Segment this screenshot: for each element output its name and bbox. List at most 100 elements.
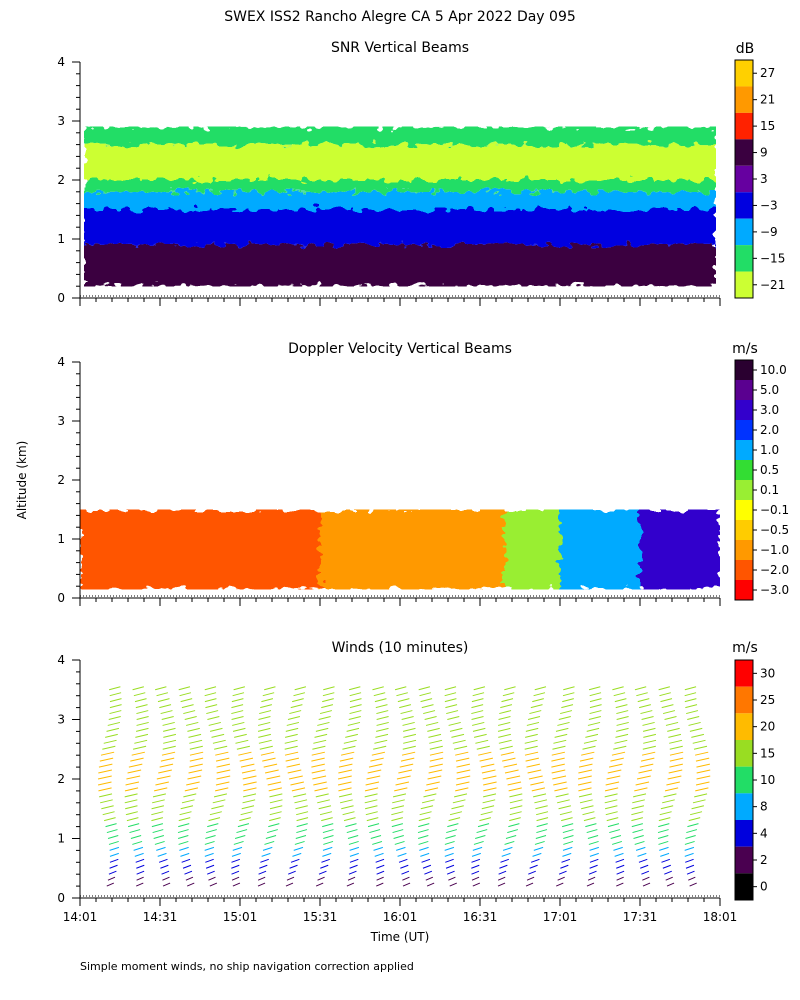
- wind-barb: [106, 727, 120, 732]
- wind-barb: [533, 846, 544, 851]
- wind-barb: [508, 787, 522, 792]
- wind-barb: [688, 721, 701, 726]
- colorbar-swatch: [735, 380, 753, 400]
- x-axis: 14:01 14:31 15:01 15:31 16:01 16:31 17:01 17:31…: [63, 895, 737, 924]
- wind-barb: [525, 882, 534, 887]
- wind-profile: [471, 686, 497, 887]
- snr-layer: [84, 209, 716, 245]
- wind-barb: [400, 757, 415, 762]
- y-tick-label: 2: [57, 772, 65, 786]
- footnote: Simple moment winds, no ship navigation …: [80, 960, 414, 973]
- wind-barb: [532, 698, 544, 703]
- wind-barb: [107, 835, 119, 839]
- wind-barb: [529, 864, 538, 869]
- wind-barb: [534, 799, 548, 804]
- wind-barb: [609, 829, 621, 834]
- wind-barb: [231, 870, 240, 875]
- wind-barb: [641, 870, 650, 875]
- wind-barb: [186, 882, 195, 887]
- wind-barb: [642, 721, 655, 726]
- wind-barb: [126, 817, 139, 822]
- wind-barb: [688, 876, 696, 881]
- wind-barb: [348, 840, 359, 845]
- wind-barb: [311, 769, 326, 774]
- wind-barb: [260, 751, 275, 756]
- colorbar-swatch: [735, 846, 753, 874]
- wind-barb: [291, 787, 306, 792]
- wind-barb: [347, 721, 361, 726]
- wind-barb: [293, 793, 307, 798]
- wind-barb: [347, 876, 356, 881]
- wind-barb: [418, 686, 431, 691]
- wind-barb: [108, 870, 117, 875]
- wind-barb: [375, 733, 389, 738]
- wind-barb: [585, 823, 597, 828]
- wind-barb: [499, 864, 508, 869]
- wind-barb: [215, 751, 229, 756]
- wind-barb: [259, 745, 273, 750]
- wind-barb: [507, 781, 522, 786]
- snr-layer: [84, 144, 716, 180]
- wind-barb: [317, 721, 330, 726]
- wind-barb: [243, 781, 257, 786]
- wind-barb: [109, 698, 122, 703]
- wind-barb: [124, 793, 138, 798]
- wind-barb: [666, 781, 680, 786]
- wind-barb: [296, 829, 308, 834]
- colorbar-label: −9: [760, 225, 778, 239]
- wind-barb: [583, 817, 596, 822]
- wind-barb: [448, 817, 461, 822]
- wind-barb: [367, 823, 380, 828]
- wind-barb: [258, 739, 272, 744]
- wind-barb: [285, 757, 300, 762]
- wind-barb: [376, 721, 389, 726]
- wind-barb: [509, 817, 521, 822]
- wind-barb: [524, 751, 539, 756]
- wind-profile: [97, 686, 122, 887]
- wind-barb: [605, 811, 618, 816]
- wind-barb: [397, 852, 407, 857]
- x-tick-label: 16:01: [383, 910, 418, 924]
- wind-barb: [526, 763, 541, 768]
- colorbar-swatch: [735, 540, 753, 560]
- wind-barb: [456, 763, 471, 768]
- wind-barb: [285, 882, 294, 887]
- wind-barb: [286, 763, 301, 768]
- colorbar-label: −3.0: [760, 583, 789, 597]
- wind-barb: [161, 751, 176, 756]
- wind-barb: [419, 811, 432, 816]
- wind-barb: [500, 751, 515, 756]
- wind-barb: [365, 811, 378, 816]
- wind-barb: [179, 692, 192, 697]
- wind-barb: [473, 733, 487, 738]
- wind-barb: [634, 840, 645, 845]
- wind-barb: [241, 805, 255, 810]
- wind-barb: [265, 835, 277, 839]
- wind-barb: [642, 745, 656, 750]
- wind-barb: [667, 727, 680, 732]
- wind-barb: [472, 721, 485, 726]
- wind-barb: [659, 846, 669, 851]
- wind-barb: [427, 727, 440, 732]
- wind-barb: [349, 704, 362, 709]
- wind-barb: [669, 739, 683, 744]
- wind-barb: [476, 829, 488, 834]
- wind-barb: [536, 829, 548, 834]
- x-tick-label: 16:31: [463, 910, 498, 924]
- wind-barb: [446, 710, 459, 715]
- wind-barb: [661, 704, 674, 709]
- wind-barb: [616, 864, 625, 869]
- colorbar-label: −0.5: [760, 523, 789, 537]
- y-tick-label: 0: [57, 291, 65, 305]
- wind-barb: [616, 870, 625, 875]
- wind-barb: [589, 846, 599, 851]
- colorbar-swatch: [735, 686, 753, 714]
- wind-barb: [669, 745, 683, 750]
- wind-barb: [689, 882, 697, 887]
- wind-barb: [666, 882, 675, 887]
- wind-barb: [319, 811, 333, 816]
- wind-barb: [128, 763, 143, 768]
- wind-barb: [506, 775, 521, 780]
- wind-barb: [639, 763, 654, 768]
- colorbar-swatch: [735, 740, 753, 767]
